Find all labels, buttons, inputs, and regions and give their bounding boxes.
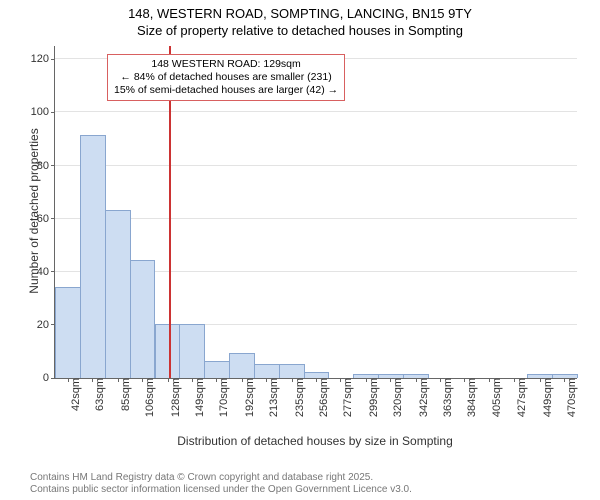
x-axis-label: Distribution of detached houses by size …	[54, 434, 576, 448]
title-line-1: 148, WESTERN ROAD, SOMPTING, LANCING, BN…	[0, 6, 600, 23]
x-tick-label: 63sqm	[88, 378, 106, 411]
x-tick-label: 85sqm	[114, 378, 132, 411]
plot-area: 02040608010012042sqm63sqm85sqm106sqm128s…	[54, 46, 577, 379]
y-tick-label: 120	[31, 53, 55, 65]
x-tick-label: 405sqm	[485, 378, 503, 417]
chart-title: 148, WESTERN ROAD, SOMPTING, LANCING, BN…	[0, 0, 600, 40]
x-tick-label: 128sqm	[164, 378, 182, 417]
x-tick-label: 42sqm	[64, 378, 82, 411]
histogram-bar	[105, 210, 131, 378]
histogram-bar	[279, 364, 305, 378]
annotation-line: 15% of semi-detached houses are larger (…	[114, 84, 338, 97]
x-tick-label: 149sqm	[188, 378, 206, 417]
x-tick-label: 470sqm	[560, 378, 578, 417]
x-tick-label: 342sqm	[412, 378, 430, 417]
y-axis-label: Number of detached properties	[27, 111, 41, 311]
histogram-bar	[254, 364, 280, 378]
x-tick-label: 170sqm	[212, 378, 230, 417]
x-tick-label: 320sqm	[386, 378, 404, 417]
x-tick-label: 384sqm	[460, 378, 478, 417]
footer-line-1: Contains HM Land Registry data © Crown c…	[30, 472, 412, 484]
x-tick-label: 106sqm	[138, 378, 156, 417]
histogram-bar	[179, 324, 205, 378]
annotation-line: 148 WESTERN ROAD: 129sqm	[114, 58, 338, 71]
histogram-bar	[204, 361, 230, 378]
x-tick-label: 427sqm	[510, 378, 528, 417]
x-tick-label: 192sqm	[238, 378, 256, 417]
x-tick-label: 213sqm	[262, 378, 280, 417]
x-tick-label: 256sqm	[312, 378, 330, 417]
histogram-bar	[229, 353, 255, 378]
footer-line-2: Contains public sector information licen…	[30, 484, 412, 496]
annotation-box: 148 WESTERN ROAD: 129sqm← 84% of detache…	[107, 54, 345, 101]
x-tick-label: 299sqm	[362, 378, 380, 417]
x-tick-label: 449sqm	[536, 378, 554, 417]
footer-attribution: Contains HM Land Registry data © Crown c…	[30, 472, 412, 496]
annotation-line: ← 84% of detached houses are smaller (23…	[114, 71, 338, 84]
histogram-bar	[130, 260, 156, 378]
title-line-2: Size of property relative to detached ho…	[0, 23, 600, 40]
histogram-bar	[55, 287, 81, 378]
histogram-bar	[80, 135, 106, 378]
x-tick-label: 235sqm	[288, 378, 306, 417]
chart-container: 148, WESTERN ROAD, SOMPTING, LANCING, BN…	[0, 0, 600, 500]
x-tick-label: 277sqm	[336, 378, 354, 417]
y-tick-label: 0	[43, 372, 55, 384]
y-tick-label: 20	[37, 319, 55, 331]
x-tick-label: 363sqm	[436, 378, 454, 417]
